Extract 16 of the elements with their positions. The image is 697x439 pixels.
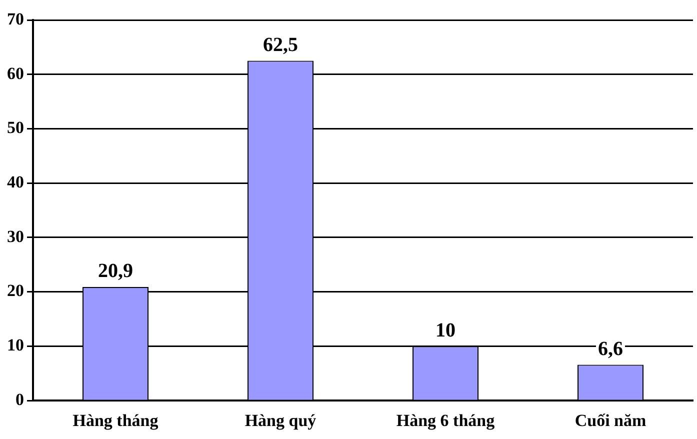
y-tick-label: 70 bbox=[7, 9, 24, 28]
data-label: 62,5 bbox=[263, 34, 298, 56]
y-tick-label: 50 bbox=[7, 118, 24, 138]
y-tick-label: 60 bbox=[7, 64, 24, 83]
y-tick-label: 20 bbox=[7, 281, 24, 300]
x-tick-label: Hàng quý bbox=[244, 411, 317, 430]
data-label: 10 bbox=[436, 319, 456, 342]
y-tick-label: 10 bbox=[7, 336, 24, 355]
y-tick-label: 30 bbox=[7, 226, 24, 246]
x-tick-label: Hàng tháng bbox=[72, 411, 159, 430]
data-label: 20,9 bbox=[98, 260, 133, 282]
x-tick-label: Cuối năm bbox=[574, 411, 646, 430]
data-label: 6,6 bbox=[598, 338, 623, 360]
y-tick-label: 40 bbox=[7, 172, 24, 192]
y-tick-label: 0 bbox=[16, 390, 24, 409]
x-tick-label: Hàng 6 tháng bbox=[396, 411, 496, 430]
